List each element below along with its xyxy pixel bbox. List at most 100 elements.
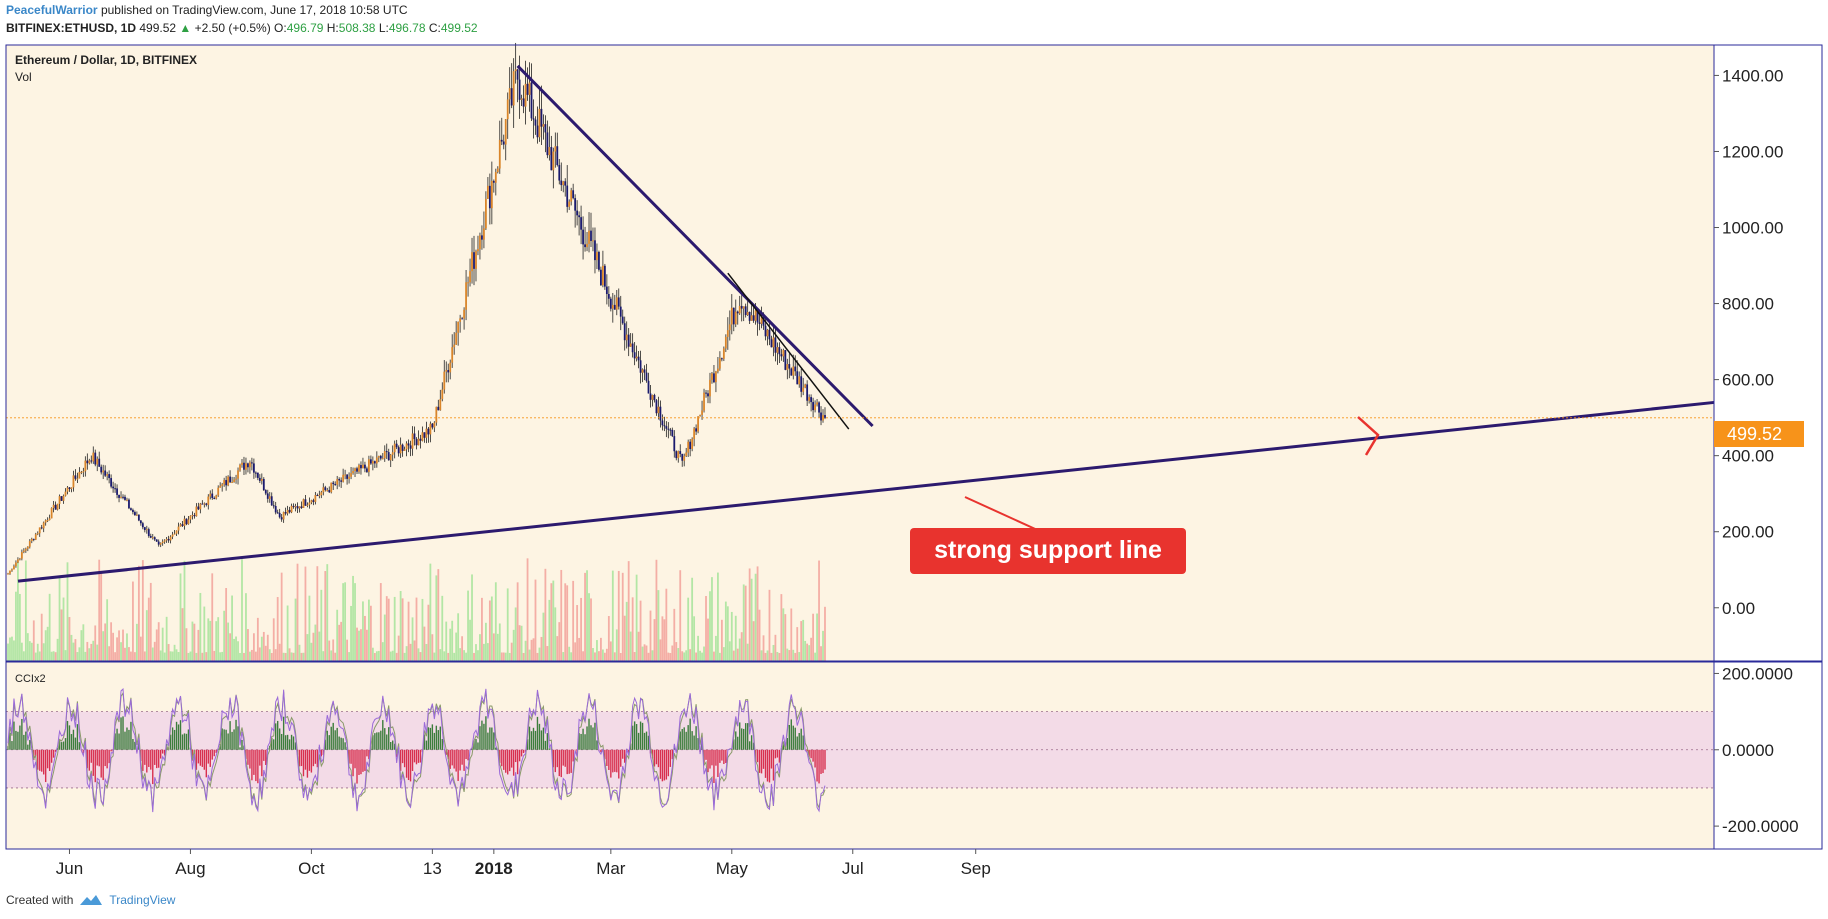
volume-bar	[742, 584, 745, 661]
candle-body	[391, 452, 394, 455]
volume-bar	[760, 650, 763, 661]
volume-bar	[86, 641, 89, 661]
candle-body	[754, 310, 757, 321]
candle-body	[435, 406, 438, 423]
candle-body	[108, 474, 111, 479]
candle-body	[465, 282, 467, 310]
volume-bar	[314, 624, 317, 661]
candle-body	[314, 495, 317, 502]
volume-bar	[496, 633, 499, 661]
volume-bar	[744, 585, 747, 661]
price-tick-label: 1400.00	[1722, 66, 1783, 85]
main-pane-frame	[5, 44, 1823, 662]
tradingview-link[interactable]: TradingView	[109, 893, 176, 907]
candle-body	[189, 515, 192, 520]
candle-body	[324, 487, 327, 491]
candle-body	[116, 488, 118, 495]
candle-body	[540, 108, 543, 127]
volume-bar	[223, 610, 226, 661]
price-tick-label: 1200.00	[1722, 142, 1783, 161]
trendlines	[6, 64, 1715, 583]
volume-bar	[486, 643, 489, 661]
volume-bar	[798, 652, 801, 661]
cci-label: CCIx2	[15, 673, 46, 685]
candle-body	[514, 69, 517, 72]
candle-body	[720, 358, 723, 360]
candle-body	[22, 550, 25, 553]
volume-bar	[217, 617, 220, 661]
volume-bar	[72, 642, 75, 661]
candle-body	[9, 570, 11, 574]
volume-bar	[711, 577, 713, 661]
volume-bar	[483, 643, 485, 661]
candle-body	[298, 506, 301, 509]
volume-bar	[746, 643, 749, 661]
volume-bar	[348, 652, 350, 661]
volume-bar	[28, 641, 31, 661]
candle-body	[447, 370, 450, 373]
volume-bar	[171, 651, 174, 661]
volume-bar	[284, 652, 287, 661]
candle-body	[98, 458, 101, 467]
price-tick-label: 200.00	[1722, 523, 1774, 542]
annotation-box[interactable]	[910, 528, 1186, 574]
price-badge-bg	[1714, 421, 1804, 447]
short-trendline[interactable]	[727, 272, 850, 430]
candle-body	[366, 468, 368, 472]
candle-body	[637, 356, 640, 361]
volume-bar	[425, 643, 428, 661]
volume-bar	[262, 631, 265, 661]
candle-body	[62, 495, 65, 501]
candle-body	[15, 562, 17, 567]
candle-body	[421, 432, 424, 441]
candle-body	[538, 108, 541, 138]
candle-body	[598, 251, 600, 270]
volume-bar	[419, 652, 422, 661]
author-link[interactable]: PeacefulWarrior	[6, 3, 98, 17]
volume-bar	[92, 640, 95, 661]
candle-body	[663, 425, 666, 427]
candle-body	[40, 527, 43, 529]
candle-body	[42, 522, 45, 529]
volume-bar	[800, 621, 803, 661]
volume-bar	[707, 618, 709, 661]
candle-body	[241, 462, 243, 465]
volume-bar	[151, 647, 154, 661]
cci-tick-label: -200.0000	[1722, 817, 1799, 836]
volume-bar	[643, 644, 646, 661]
volume-bar	[447, 652, 450, 661]
volume-bar	[600, 637, 602, 661]
volume-bar	[776, 651, 779, 661]
volume-bar	[264, 645, 267, 661]
candle-body	[677, 451, 680, 459]
candle-body	[191, 515, 194, 517]
support-trendline[interactable]	[17, 400, 1715, 583]
candle-body	[130, 508, 132, 510]
volume-bar	[235, 636, 237, 661]
volume-bar	[308, 595, 311, 661]
candle-body	[748, 311, 751, 321]
candle-body	[544, 124, 547, 133]
candle-body	[455, 332, 458, 345]
candle-body	[564, 181, 567, 186]
volume-bar	[375, 651, 378, 661]
candle-body	[596, 251, 598, 261]
candle-body	[356, 468, 358, 472]
volume-bar	[36, 643, 39, 661]
candle-body	[617, 297, 620, 307]
candle-body	[742, 306, 745, 309]
volume-bar	[530, 639, 533, 661]
resistance-trendline[interactable]	[516, 64, 874, 428]
volume-bar	[401, 598, 404, 661]
volume-bar	[750, 578, 753, 661]
candle-body	[592, 240, 594, 242]
candle-body	[469, 271, 471, 283]
volume-bar	[393, 596, 396, 661]
volume-bar	[687, 597, 690, 661]
candle-body	[36, 533, 39, 535]
volume-bar	[102, 631, 105, 661]
candle-body	[701, 410, 703, 415]
candle-body	[808, 397, 811, 401]
volume-bar	[161, 627, 164, 661]
